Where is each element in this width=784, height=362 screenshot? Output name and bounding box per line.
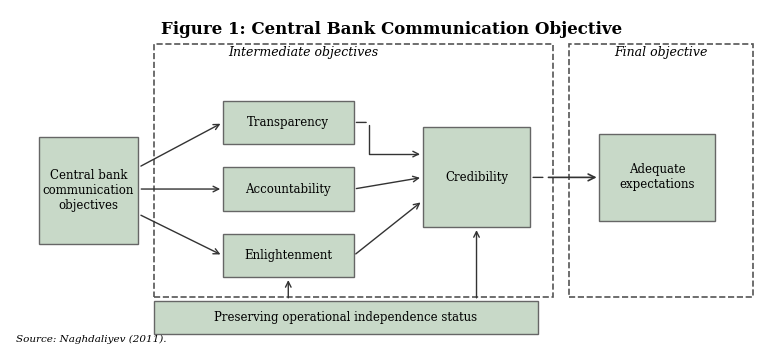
Text: Transparency: Transparency xyxy=(247,116,329,129)
Bar xyxy=(423,127,530,227)
Text: Accountability: Accountability xyxy=(245,182,331,195)
Text: Enlightenment: Enlightenment xyxy=(245,249,332,262)
Text: Source: Naghdaliyev (2011).: Source: Naghdaliyev (2011). xyxy=(16,335,166,344)
Bar xyxy=(223,101,354,144)
Text: Central bank
communication
objectives: Central bank communication objectives xyxy=(43,169,134,212)
Bar xyxy=(600,134,715,221)
Bar xyxy=(223,167,354,211)
Text: Final objective: Final objective xyxy=(614,46,708,59)
Bar xyxy=(154,44,554,297)
Text: Adequate
expectations: Adequate expectations xyxy=(619,163,695,191)
Text: Preserving operational independence status: Preserving operational independence stat… xyxy=(214,311,477,324)
Text: Intermediate objectives: Intermediate objectives xyxy=(229,46,379,59)
Bar xyxy=(568,44,753,297)
Bar xyxy=(223,234,354,277)
Text: Figure 1: Central Bank Communication Objective: Figure 1: Central Bank Communication Obj… xyxy=(162,21,622,38)
Text: Credibility: Credibility xyxy=(445,171,508,184)
Bar xyxy=(38,138,139,244)
Bar xyxy=(154,300,538,334)
